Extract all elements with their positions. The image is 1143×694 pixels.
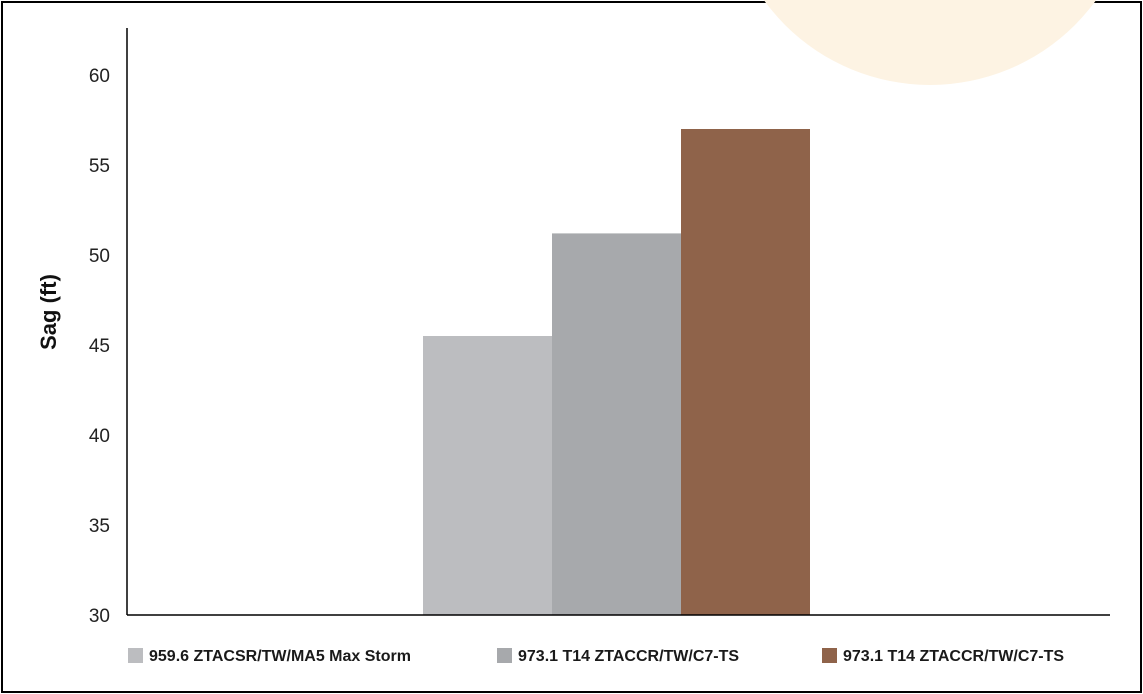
y-axis-ticks: 30 35 40 45 50 55 60	[89, 66, 110, 627]
bar	[681, 129, 810, 615]
y-tick-label: 35	[89, 516, 110, 537]
y-tick-label: 40	[89, 426, 110, 447]
bar	[423, 336, 552, 615]
legend-label: 973.1 T14 ZTACCR/TW/C7-TS	[843, 648, 1064, 665]
bar	[552, 233, 681, 615]
legend-swatch	[128, 648, 143, 663]
legend-label: 959.6 ZTACSR/TW/MA5 Max Storm	[149, 648, 411, 665]
y-tick-label: 55	[89, 156, 110, 177]
y-tick-label: 50	[89, 246, 110, 267]
bars	[423, 129, 810, 615]
y-tick-label: 30	[89, 606, 110, 627]
legend-swatch	[497, 648, 512, 663]
y-tick-label: 60	[89, 66, 110, 87]
y-tick-label: 45	[89, 336, 110, 357]
y-axis-label: Sag (ft)	[36, 274, 61, 350]
legend-label: 973.1 T14 ZTACCR/TW/C7-TS	[518, 648, 739, 665]
legend-swatch	[822, 648, 837, 663]
legend: 959.6 ZTACSR/TW/MA5 Max Storm 973.1 T14 Z…	[128, 648, 1064, 665]
watermark-shape	[763, 0, 1097, 85]
